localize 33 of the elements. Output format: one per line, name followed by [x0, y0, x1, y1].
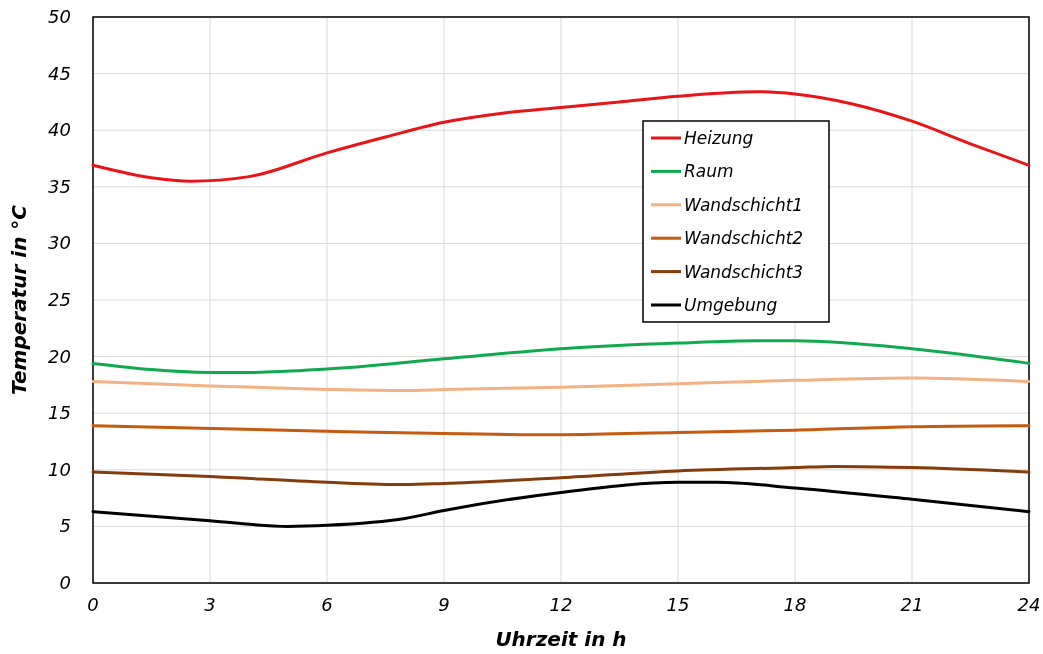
- x-tick-label: 3: [204, 594, 216, 615]
- x-tick-label: 21: [900, 594, 924, 615]
- y-tick-label: 15: [48, 402, 71, 424]
- y-tick-label: 5: [59, 515, 71, 537]
- x-tick-label: 15: [666, 594, 690, 615]
- y-tick-label: 40: [48, 119, 71, 141]
- x-tick-label: 12: [549, 594, 573, 615]
- y-tick-label: 35: [48, 175, 71, 197]
- legend-label: Heizung: [684, 128, 754, 148]
- x-tick-label: 0: [87, 594, 99, 615]
- legend-label: Wandschicht1: [684, 194, 804, 215]
- y-tick-label: 10: [48, 458, 71, 480]
- x-tick-label: 24: [1017, 594, 1041, 615]
- line-series: [91, 376, 1031, 393]
- legend-label: Wandschicht3: [684, 261, 804, 282]
- x-tick-label: 18: [783, 594, 807, 615]
- y-tick-label: 50: [48, 6, 71, 27]
- line-series: [91, 339, 1031, 374]
- line-series: [91, 464, 1031, 487]
- line-series: [91, 424, 1031, 437]
- y-tick-label: 0: [59, 572, 71, 593]
- y-tick-label: 20: [48, 345, 71, 367]
- y-tick-label: 45: [48, 62, 71, 84]
- y-tick-label: 30: [48, 232, 71, 254]
- legend-label: Umgebung: [684, 295, 778, 315]
- line-series: [91, 90, 1031, 183]
- x-tick-label: 9: [438, 594, 450, 615]
- x-axis-title: Uhrzeit in h: [495, 627, 627, 651]
- legend-label: Wandschicht2: [684, 228, 804, 249]
- x-tick-label: 6: [321, 594, 333, 615]
- legend-label: Raum: [684, 161, 734, 182]
- y-axis-title: Temperatur in °C: [7, 204, 31, 396]
- y-tick-label: 25: [48, 289, 71, 310]
